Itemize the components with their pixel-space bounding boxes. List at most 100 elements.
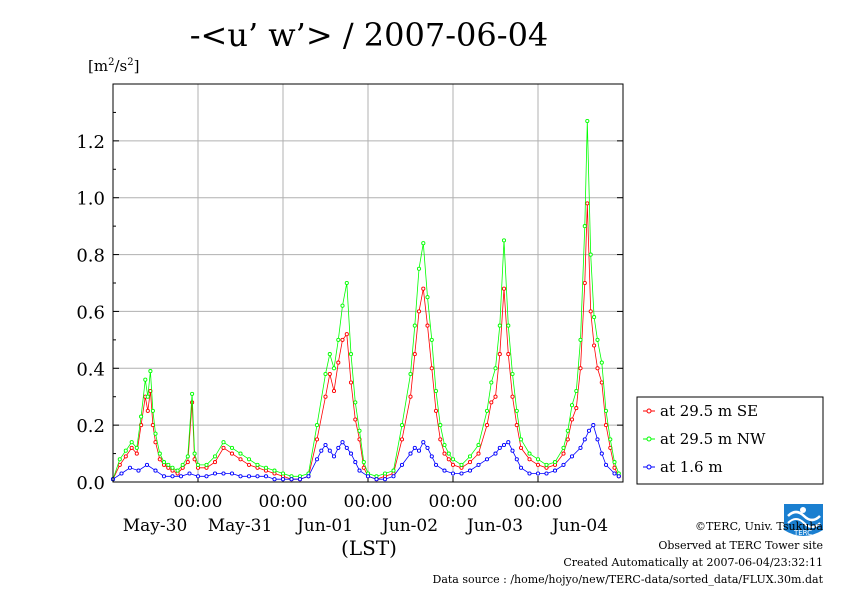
- chart-title: -<u’ w’> / 2007-06-04: [190, 16, 549, 54]
- data-point: [552, 460, 558, 465]
- data-point: [412, 352, 417, 357]
- data-point: [180, 462, 185, 467]
- data-point: [582, 280, 587, 286]
- data-point: [170, 465, 175, 470]
- data-point: [175, 468, 180, 473]
- data-point: [588, 252, 593, 257]
- data-point: [514, 423, 519, 428]
- data-point: [306, 474, 311, 479]
- data-point: [433, 462, 439, 467]
- data-point: [497, 323, 502, 328]
- data-point: [255, 462, 260, 467]
- y-axis-ticks: 0.0 0.2 0.4 0.6 0.8 1.0 1.2: [76, 111, 623, 494]
- data-point: [518, 445, 524, 450]
- data-point: [272, 468, 277, 473]
- data-point: [166, 462, 171, 467]
- data-point: [331, 388, 337, 394]
- y-tick-label: 1.0: [76, 189, 105, 210]
- data-point: [323, 394, 328, 399]
- data-point: [489, 400, 494, 405]
- data-point: [582, 437, 587, 442]
- data-point: [501, 238, 507, 243]
- data-point: [229, 451, 235, 456]
- series-0: [110, 201, 621, 482]
- data-point: [561, 445, 566, 450]
- data-point: [438, 437, 443, 442]
- data-point: [145, 394, 150, 399]
- data-point: [221, 471, 226, 476]
- x-tick-time-label: 00:00: [514, 492, 563, 512]
- data-point: [353, 400, 358, 405]
- data-point: [599, 360, 604, 365]
- data-point: [150, 408, 155, 413]
- series-2: [110, 423, 621, 482]
- data-point: [408, 451, 413, 456]
- data-point: [139, 414, 144, 419]
- x-axis-ticks: 00:00 May-30 00:00 May-31 00:00 Jun-01 00:00 Ju…: [123, 476, 624, 536]
- data-point: [510, 394, 515, 399]
- data-point: [263, 465, 269, 470]
- data-point: [238, 457, 243, 462]
- data-point: [391, 474, 396, 479]
- y-axis-unit: [m2/s2]: [88, 57, 139, 75]
- data-point: [314, 423, 320, 428]
- data-point: [340, 440, 345, 445]
- data-point: [178, 474, 184, 479]
- data-point: [612, 465, 617, 470]
- data-point: [323, 371, 328, 377]
- data-point: [493, 451, 498, 456]
- data-point: [552, 468, 558, 473]
- data-point: [204, 462, 209, 467]
- x-tick-date-label: Jun-02: [380, 516, 438, 536]
- x-tick-date-label: Jun-03: [465, 516, 523, 536]
- data-point: [459, 471, 464, 476]
- data-point: [506, 440, 511, 445]
- data-point: [450, 471, 456, 476]
- data-point: [484, 423, 490, 428]
- data-point: [510, 371, 515, 377]
- terc-logo: TERC: [784, 504, 823, 537]
- footer-copyright: ©TERC, Univ. Tsukuba: [695, 520, 823, 533]
- data-point: [336, 445, 341, 450]
- data-point: [153, 440, 158, 445]
- data-point: [425, 323, 430, 328]
- data-point: [535, 471, 541, 476]
- data-point: [476, 451, 481, 456]
- data-point: [476, 442, 481, 448]
- y-tick-label: 1.2: [76, 132, 105, 153]
- data-point: [585, 201, 590, 206]
- data-point: [399, 423, 405, 428]
- data-point: [319, 448, 324, 453]
- data-point: [157, 451, 162, 456]
- data-point: [382, 471, 388, 476]
- data-point: [569, 403, 575, 408]
- data-point: [506, 323, 511, 328]
- data-point: [195, 474, 201, 479]
- data-point: [459, 462, 464, 467]
- data-point: [136, 468, 141, 473]
- data-point: [578, 337, 583, 342]
- legend-swatch-marker: [646, 436, 652, 442]
- data-point: [497, 352, 502, 357]
- data-point: [493, 366, 498, 371]
- data-point: [442, 451, 447, 456]
- data-point: [574, 388, 579, 394]
- x-tick-time-label: 00:00: [429, 492, 478, 512]
- data-point: [348, 451, 354, 456]
- data-point: [450, 457, 456, 462]
- data-point: [129, 440, 134, 445]
- data-point: [280, 471, 286, 476]
- data-point: [153, 431, 158, 436]
- series-layer: [110, 118, 621, 482]
- data-point: [514, 457, 519, 462]
- data-point: [357, 428, 362, 433]
- data-point: [416, 448, 422, 453]
- data-point: [143, 377, 148, 382]
- data-point: [323, 442, 328, 448]
- data-point: [344, 445, 349, 450]
- data-point: [561, 451, 566, 456]
- data-point: [421, 440, 426, 445]
- series-1: [110, 118, 621, 482]
- data-point: [212, 460, 218, 465]
- data-point: [127, 465, 133, 470]
